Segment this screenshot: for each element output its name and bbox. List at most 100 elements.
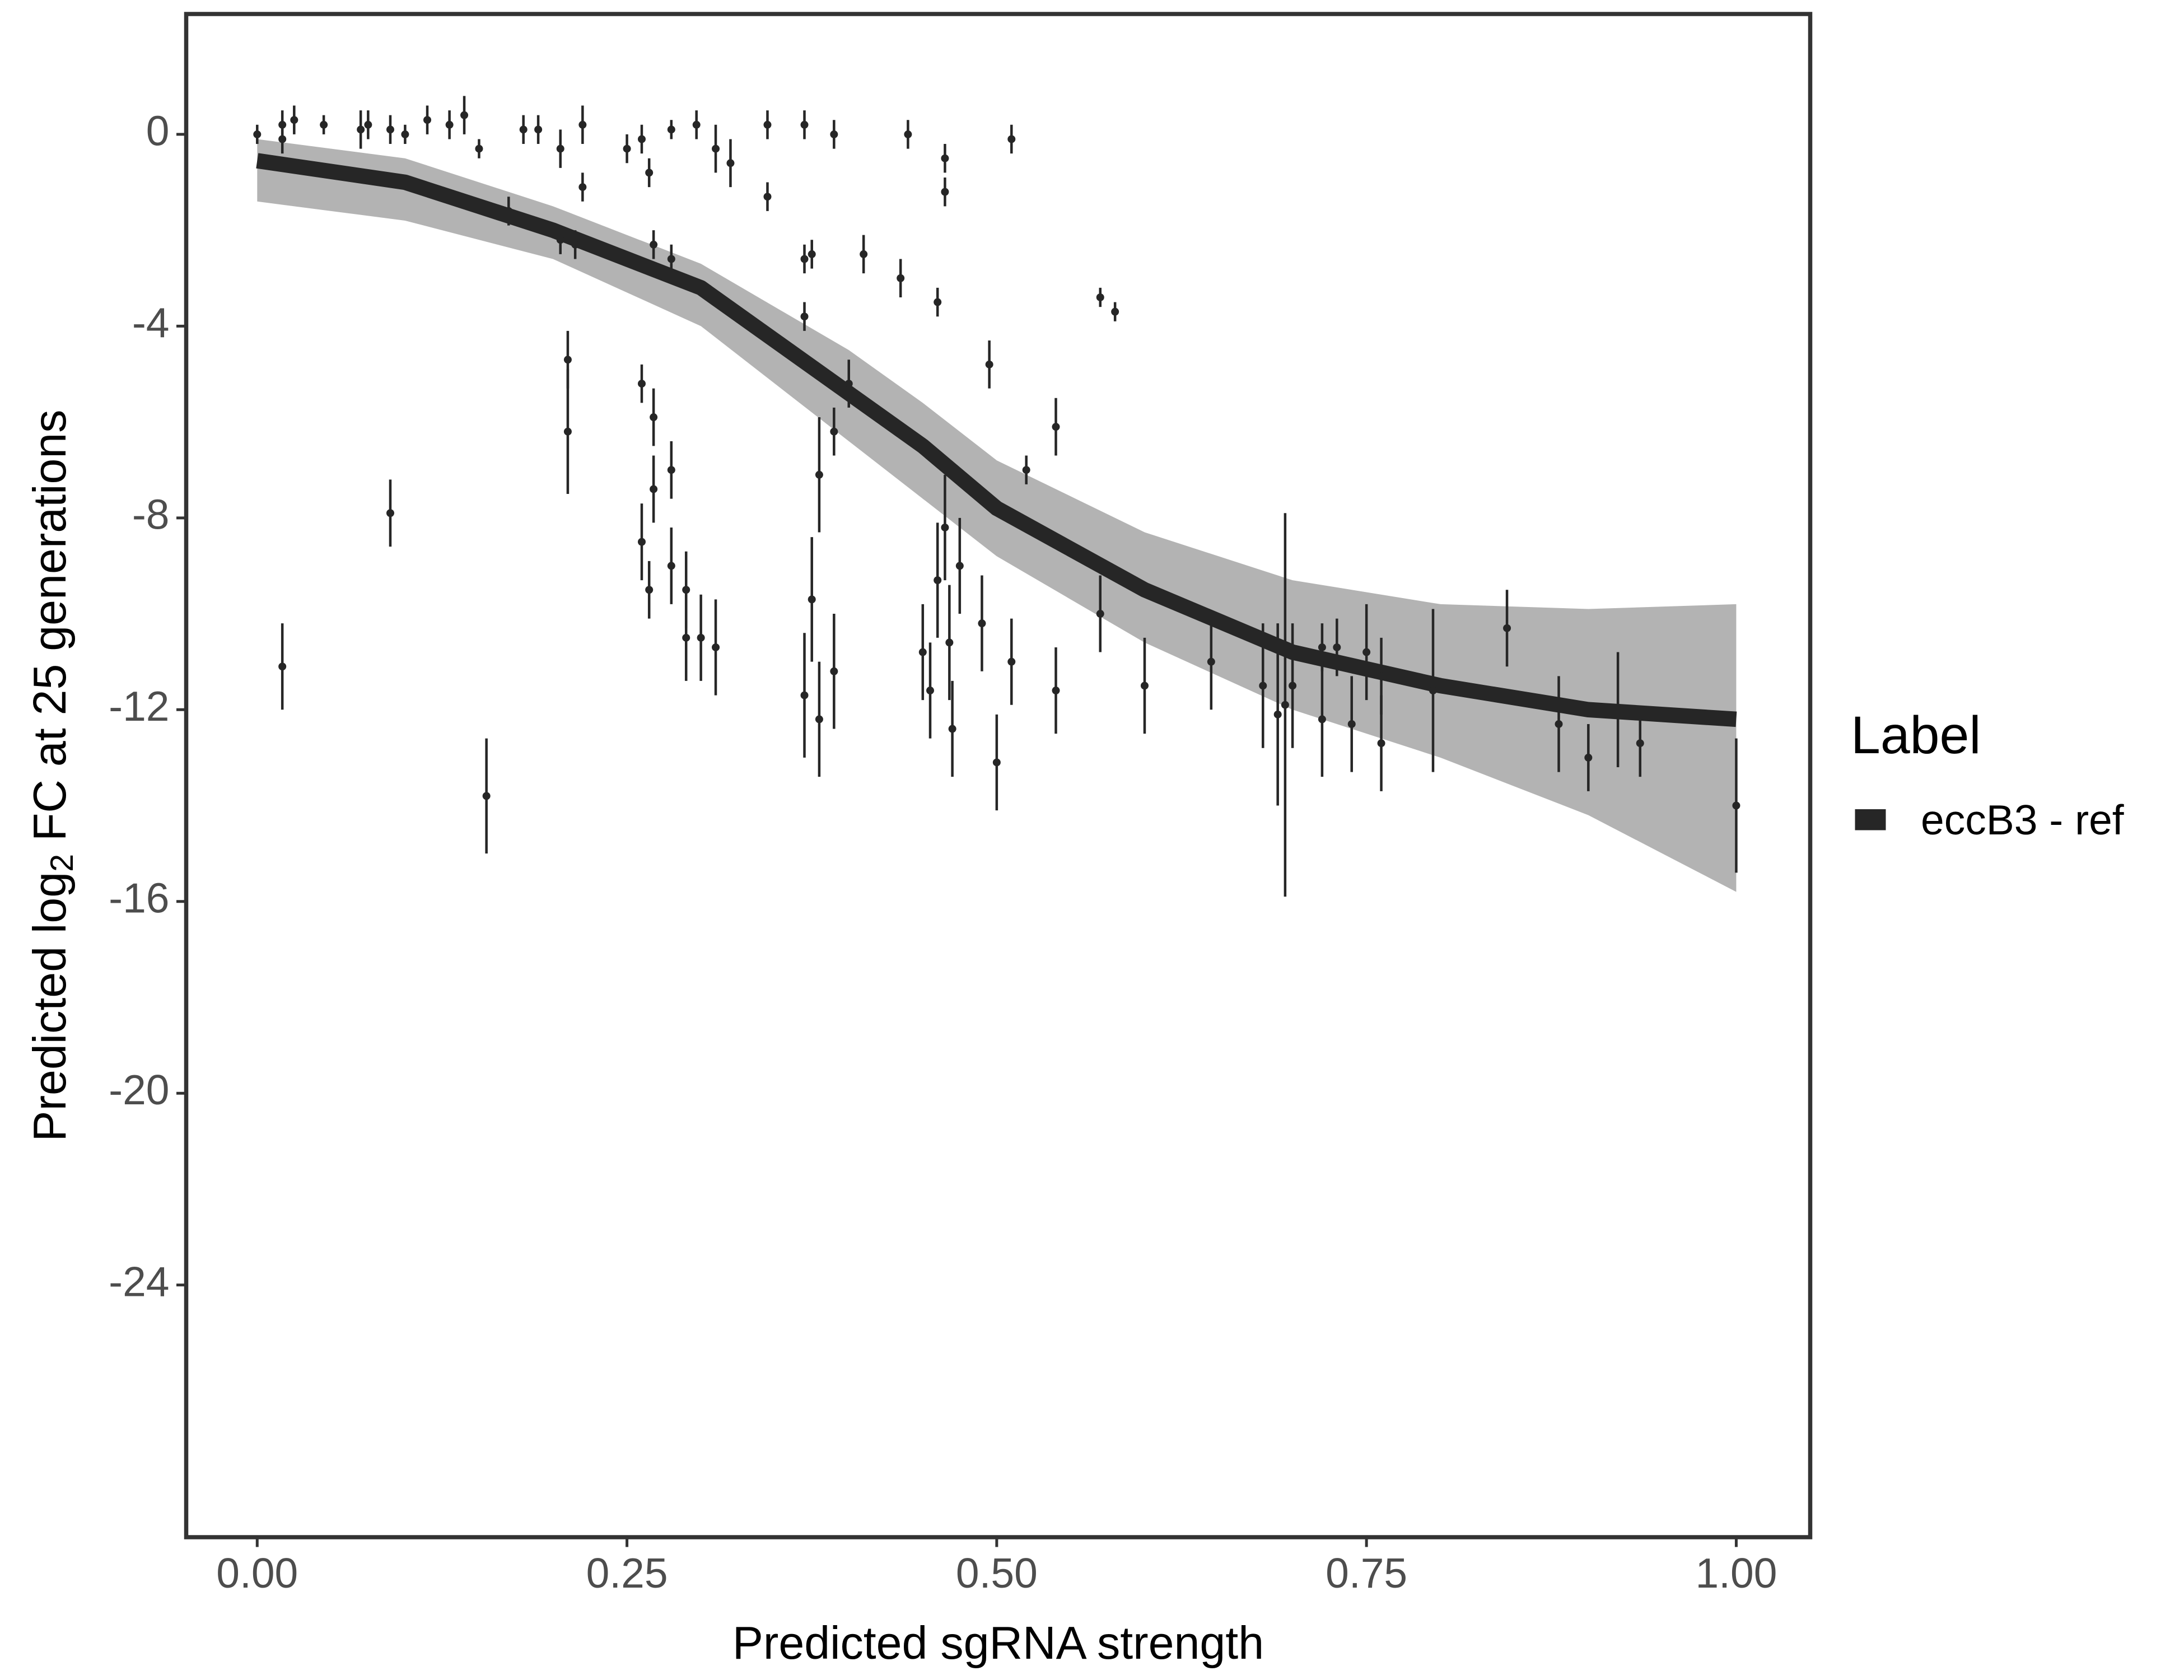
point [1636,739,1644,748]
point [278,120,287,129]
legend-label: eccB3 - ref [1921,796,2124,843]
point [904,130,912,138]
point [667,466,675,474]
y-tick-label: -8 [132,491,170,538]
point [926,687,935,695]
y-tick-label: -12 [109,683,169,730]
point [1111,307,1119,316]
point [1022,466,1030,474]
point [401,130,409,138]
point [1377,672,1385,680]
point [667,125,675,134]
point [571,240,580,249]
point [290,116,298,124]
point [830,130,838,138]
fit-line [256,153,1737,727]
point [1281,701,1289,709]
point [445,120,454,129]
point [386,125,394,134]
point [357,125,365,134]
point [519,125,528,134]
point [1318,643,1326,651]
point [682,586,690,594]
point [808,250,816,258]
point [650,240,658,249]
point [992,758,1001,767]
point [800,691,809,699]
point [563,427,572,436]
point [1318,715,1326,724]
point [1207,657,1215,666]
point [763,193,772,201]
x-tick-label: 0.00 [216,1550,298,1597]
point [682,633,690,642]
point [578,183,587,192]
legend-title: Label [1851,706,1981,765]
point [563,356,572,364]
point [800,255,809,263]
x-axis-title: Predicted sgRNA strength [732,1617,1264,1669]
y-axis-title: Predicted log2 FC at 25 generations [24,410,80,1142]
point [1273,710,1282,718]
point [667,562,675,570]
point [1429,687,1438,695]
point [763,120,772,129]
point [941,154,949,162]
y-tick-label: -4 [132,299,170,346]
legend-key [1855,809,1886,830]
point [1503,624,1511,632]
point [320,120,328,129]
point [1289,682,1297,690]
point [645,169,654,177]
point [945,638,954,647]
point [830,667,838,675]
y-tick-label: -16 [109,875,169,922]
point [667,255,675,263]
point [505,207,513,215]
point [918,648,927,656]
point [830,427,838,436]
point [556,236,564,244]
point [955,562,964,570]
point [978,619,986,628]
point [1614,706,1622,714]
point [1333,643,1341,651]
point [1732,801,1740,810]
point [800,312,809,321]
y-axis-title-part: Predicted log [24,872,76,1142]
point [650,413,658,422]
point [645,586,654,594]
x-tick-label: 1.00 [1695,1550,1777,1597]
x-tick-label: 0.50 [956,1550,1038,1597]
point [934,576,942,585]
point [386,509,394,517]
point [808,595,816,604]
point [941,188,949,196]
point [623,144,631,153]
point [941,523,949,531]
point [712,643,720,651]
point [482,792,491,800]
point [1096,610,1104,618]
point [985,360,993,368]
point [364,120,372,129]
point [1052,687,1060,695]
point [534,125,543,134]
point [726,159,735,167]
point [556,144,564,153]
point [692,120,701,129]
point [650,485,658,493]
point [860,250,868,258]
x-tick-label: 0.75 [1326,1550,1407,1597]
y-axis-title-part: FC at 25 generations [24,410,76,854]
point [278,662,287,671]
point [712,144,720,153]
point [578,120,587,129]
point [1007,657,1016,666]
point [1140,682,1149,690]
point [697,633,705,642]
point [815,715,823,724]
point [1052,423,1060,431]
point [1362,648,1371,656]
